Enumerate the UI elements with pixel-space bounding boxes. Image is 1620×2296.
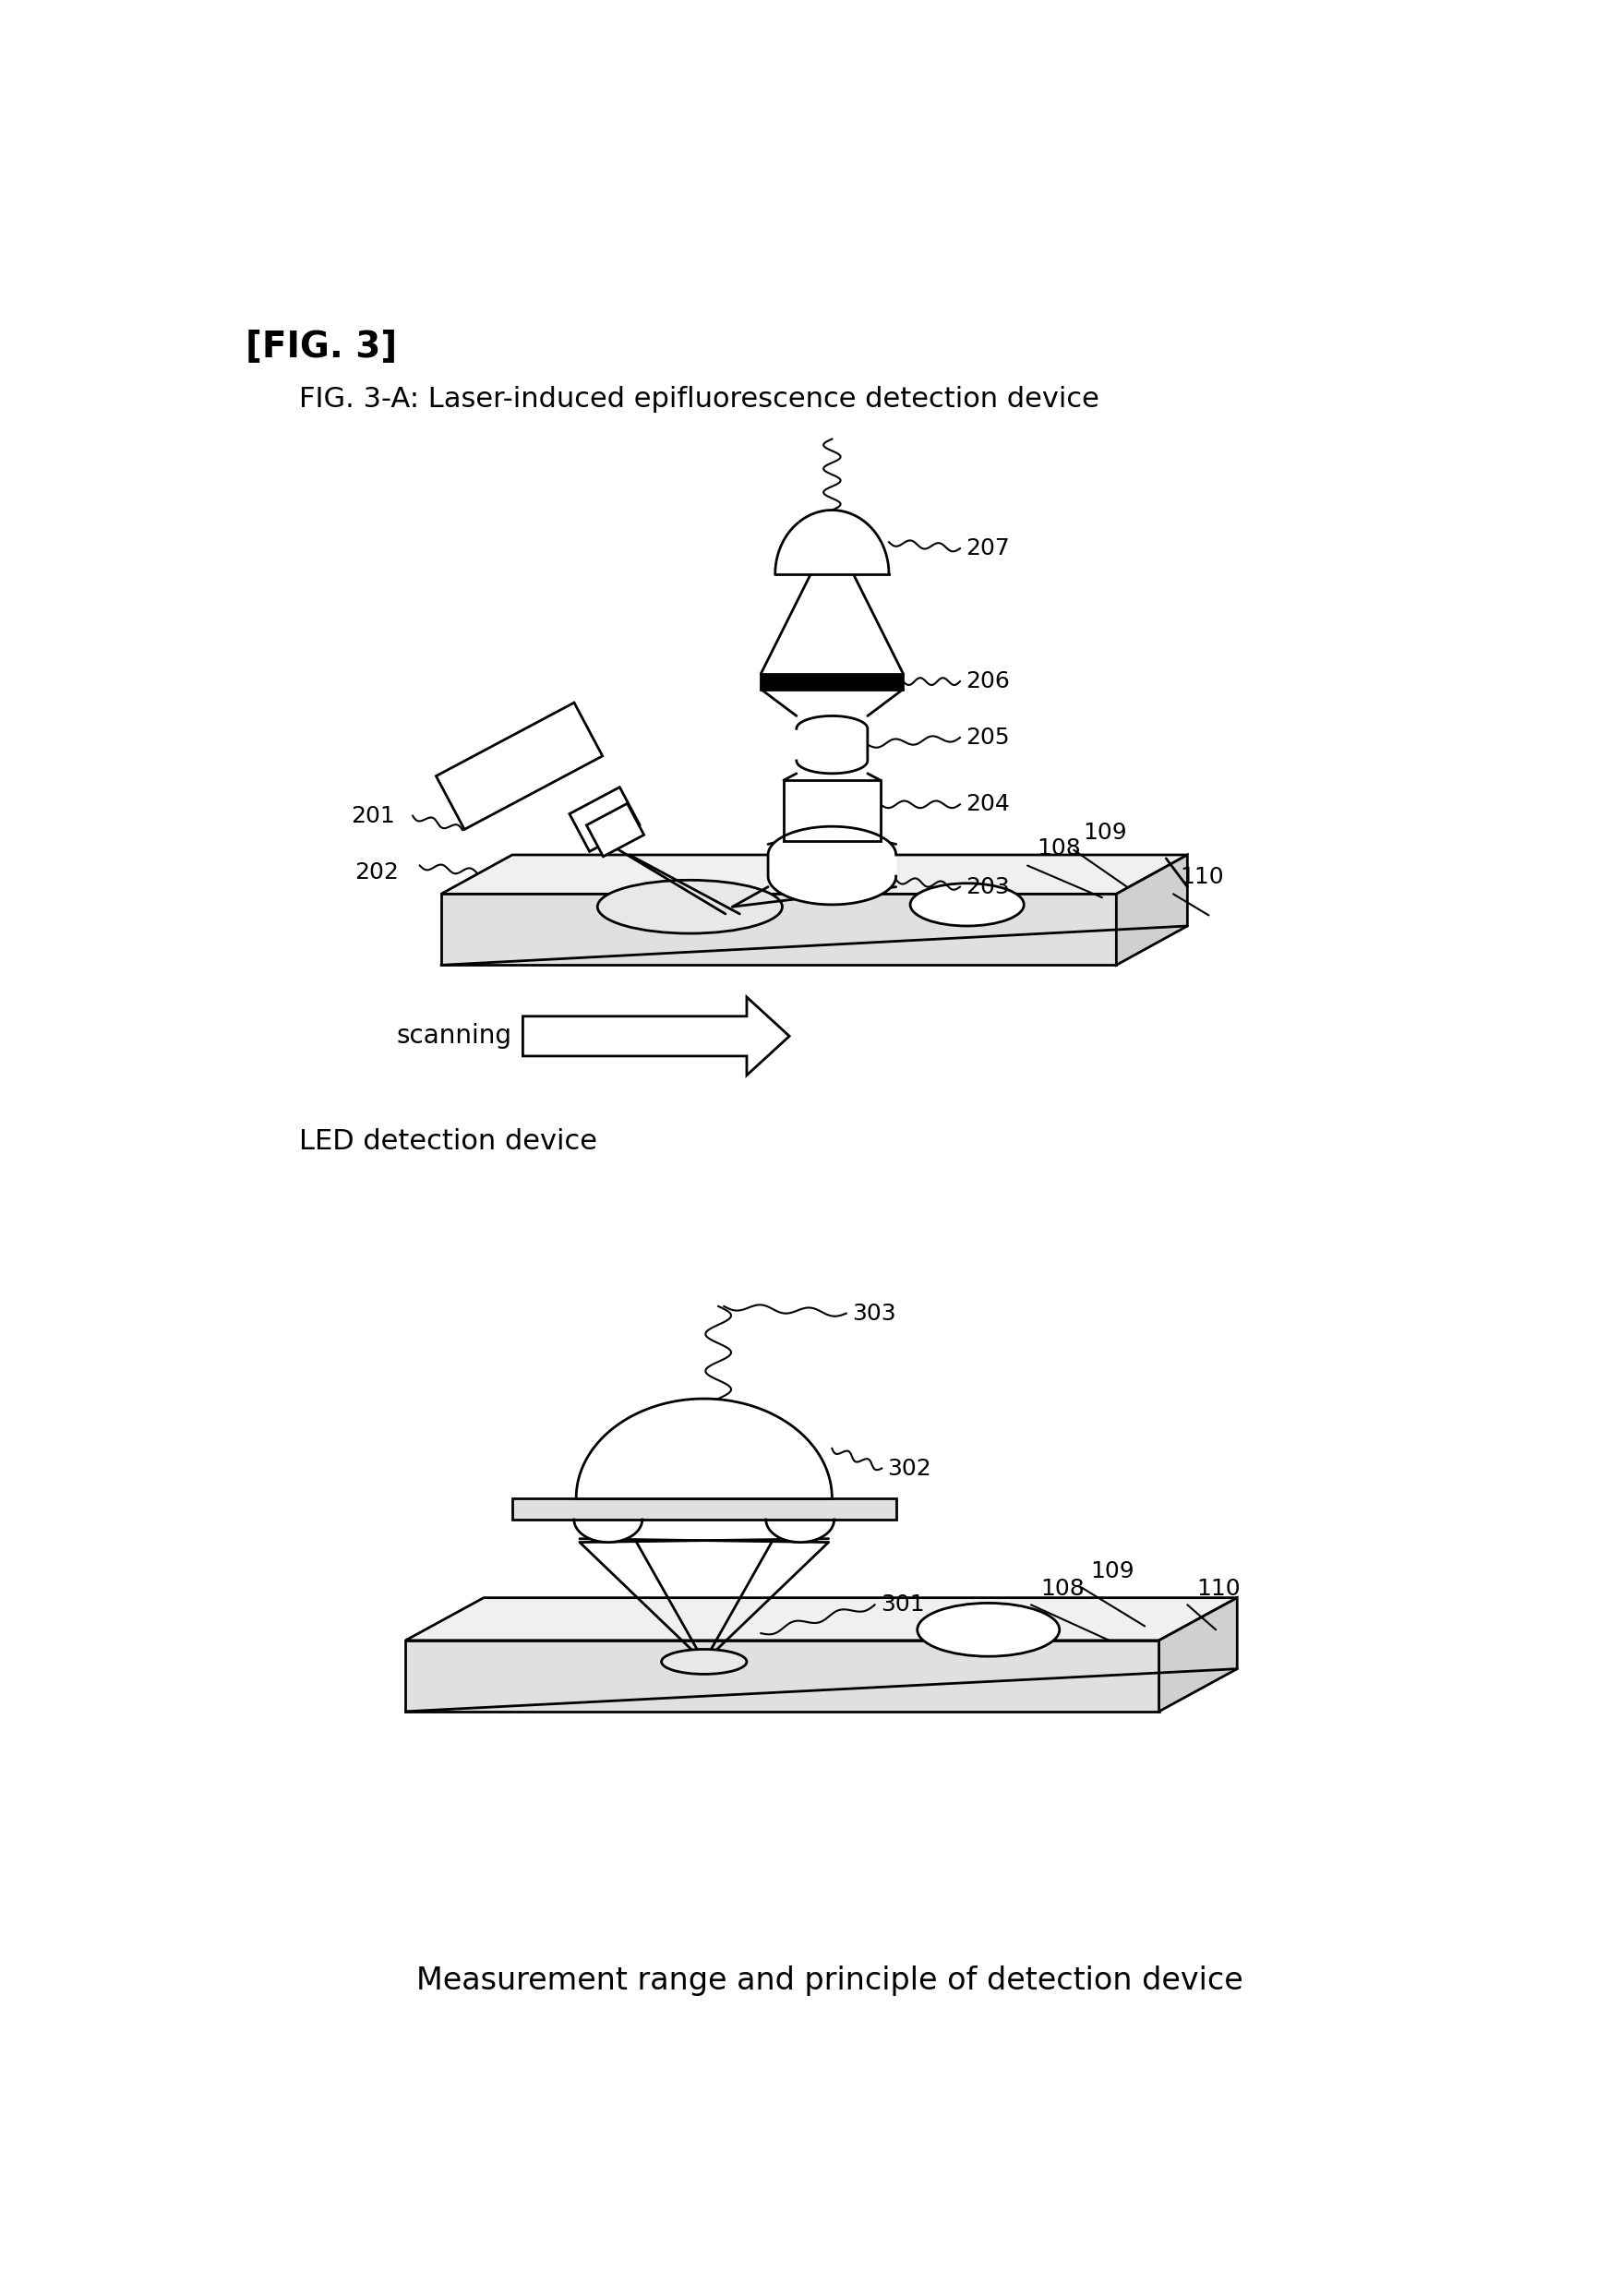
Polygon shape xyxy=(766,1520,834,1543)
Text: 207: 207 xyxy=(966,537,1009,560)
Text: [FIG. 3]: [FIG. 3] xyxy=(246,328,397,365)
Polygon shape xyxy=(573,1520,642,1543)
Text: LED detection device: LED detection device xyxy=(300,1130,598,1155)
Bar xyxy=(512,1499,896,1520)
Ellipse shape xyxy=(917,1603,1059,1655)
Text: 108: 108 xyxy=(1040,1577,1084,1600)
Polygon shape xyxy=(523,996,789,1075)
Polygon shape xyxy=(441,854,1187,893)
Ellipse shape xyxy=(598,879,782,934)
Text: 206: 206 xyxy=(966,670,1009,693)
Text: 202: 202 xyxy=(355,861,399,884)
Bar xyxy=(761,673,902,689)
Polygon shape xyxy=(436,703,603,829)
Text: 204: 204 xyxy=(966,794,1009,815)
Text: 110: 110 xyxy=(1181,866,1225,889)
Text: 205: 205 xyxy=(966,726,1009,748)
Polygon shape xyxy=(768,827,896,905)
Text: 203: 203 xyxy=(966,875,1009,898)
Text: scanning: scanning xyxy=(397,1024,512,1049)
Text: 303: 303 xyxy=(852,1302,896,1325)
Text: 302: 302 xyxy=(888,1458,932,1479)
Text: 301: 301 xyxy=(880,1593,925,1616)
Polygon shape xyxy=(405,1639,1158,1711)
Polygon shape xyxy=(797,716,868,774)
Polygon shape xyxy=(405,1598,1238,1639)
Polygon shape xyxy=(441,893,1116,964)
Text: 201: 201 xyxy=(352,804,395,827)
Polygon shape xyxy=(586,804,645,856)
Polygon shape xyxy=(570,788,640,852)
Text: 110: 110 xyxy=(1197,1577,1241,1600)
Bar xyxy=(784,781,880,840)
Text: FIG. 3-A: Laser-induced epifluorescence detection device: FIG. 3-A: Laser-induced epifluorescence … xyxy=(300,386,1098,413)
Text: Measurement range and principle of detection device: Measurement range and principle of detec… xyxy=(416,1965,1243,1995)
Ellipse shape xyxy=(661,1649,747,1674)
Text: 109: 109 xyxy=(1090,1559,1134,1582)
Polygon shape xyxy=(1116,854,1187,964)
Text: 109: 109 xyxy=(1082,822,1128,845)
Ellipse shape xyxy=(910,884,1024,925)
Text: 108: 108 xyxy=(1037,838,1081,859)
Polygon shape xyxy=(577,1398,833,1499)
Polygon shape xyxy=(1158,1598,1238,1711)
Polygon shape xyxy=(774,510,889,574)
